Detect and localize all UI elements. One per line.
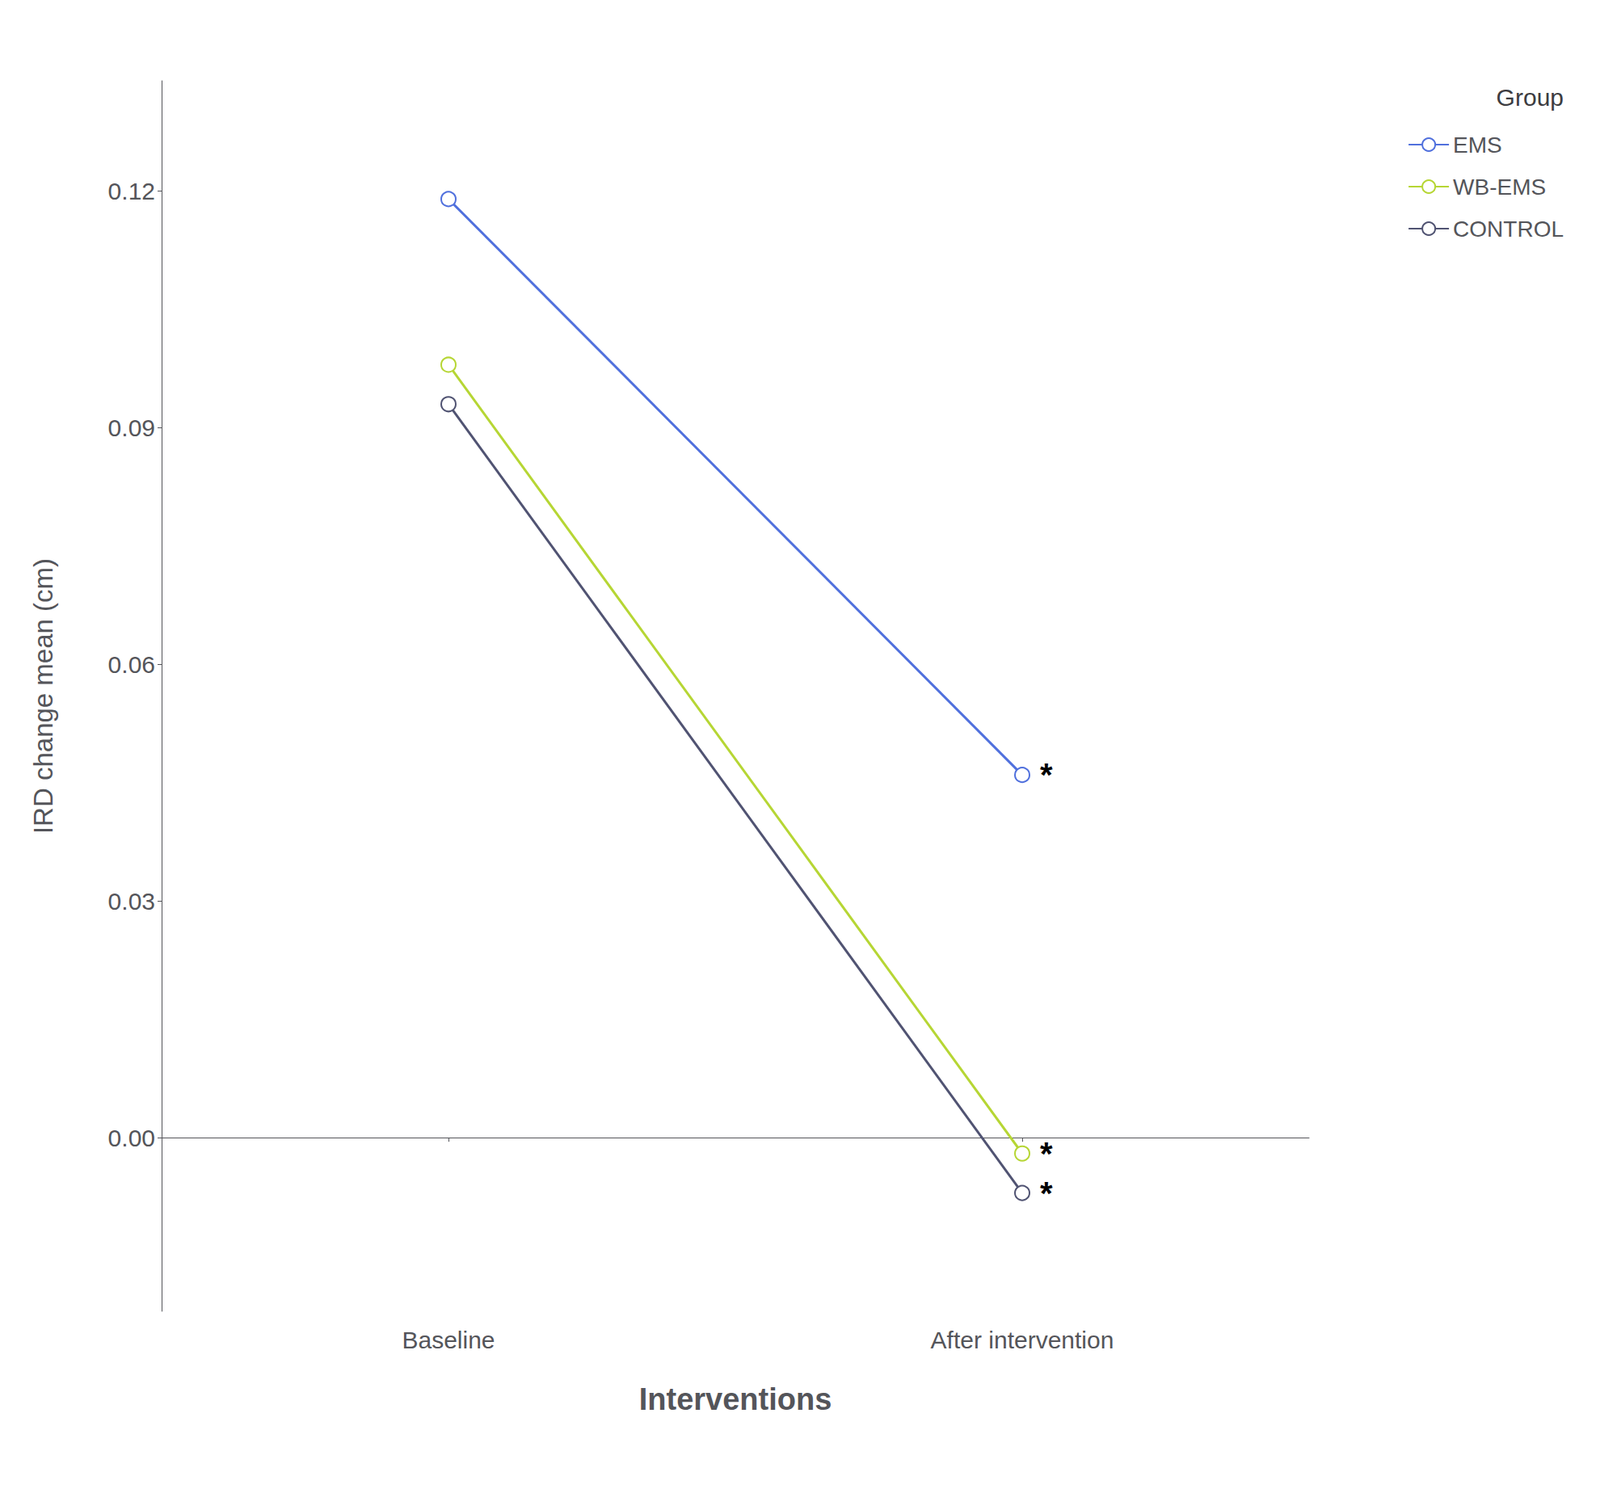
svg-text:IRD change mean (cm): IRD change mean (cm) xyxy=(28,558,59,834)
svg-text:CONTROL: CONTROL xyxy=(1452,216,1564,242)
svg-text:Baseline: Baseline xyxy=(401,1326,495,1354)
svg-text:*: * xyxy=(1040,1136,1053,1172)
svg-text:0.12: 0.12 xyxy=(108,177,156,205)
svg-text:After intervention: After intervention xyxy=(930,1326,1115,1354)
svg-text:*: * xyxy=(1040,1175,1053,1212)
svg-text:Group: Group xyxy=(1496,84,1564,111)
svg-text:0.06: 0.06 xyxy=(108,651,156,678)
svg-text:0.09: 0.09 xyxy=(108,414,156,442)
svg-text:WB-EMS: WB-EMS xyxy=(1452,174,1546,200)
svg-text:Interventions: Interventions xyxy=(639,1382,833,1417)
svg-text:0.03: 0.03 xyxy=(108,888,156,915)
svg-text:0.00: 0.00 xyxy=(108,1124,156,1152)
svg-text:*: * xyxy=(1040,757,1053,793)
svg-text:EMS: EMS xyxy=(1452,132,1503,158)
